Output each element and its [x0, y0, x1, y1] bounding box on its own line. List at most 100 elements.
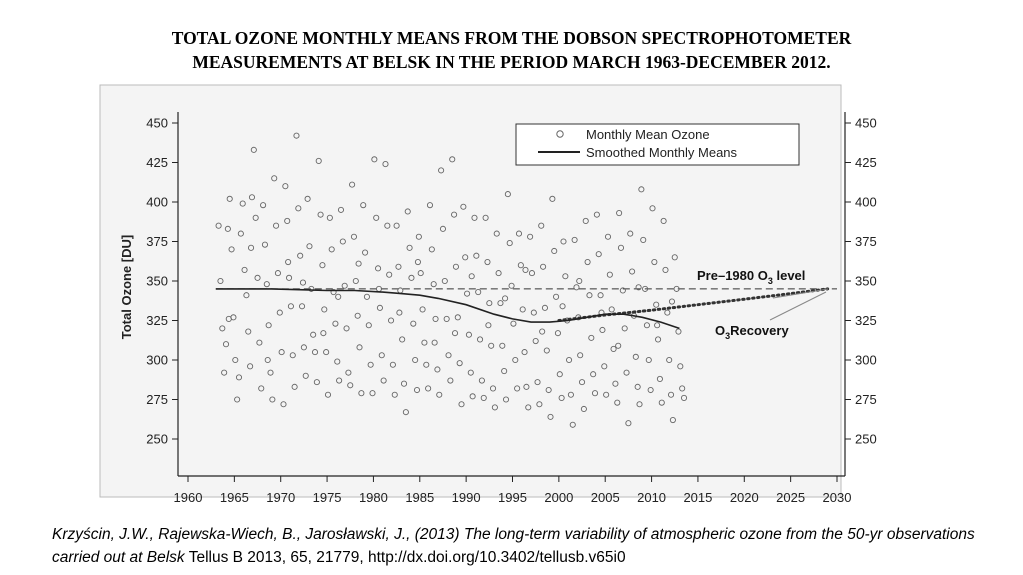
monthly-mean-point: [286, 274, 293, 281]
monthly-mean-point: [497, 300, 504, 307]
monthly-mean-point: [577, 352, 584, 359]
monthly-mean-point: [438, 167, 445, 174]
monthly-mean-point: [423, 361, 430, 368]
monthly-mean-point: [260, 202, 267, 209]
monthly-mean-point: [484, 258, 491, 266]
monthly-mean-point: [245, 328, 252, 335]
monthly-mean-point: [369, 390, 376, 397]
monthly-mean-point: [449, 156, 456, 163]
monthly-mean-point: [482, 214, 489, 221]
monthly-mean-point: [299, 279, 307, 286]
annotation-recovery: O3Recovery: [715, 323, 789, 341]
annotation-pre-1980-pointer: [772, 288, 829, 299]
monthly-mean-point: [539, 328, 546, 335]
monthly-mean-point: [391, 391, 398, 398]
monthly-mean-point: [640, 236, 647, 243]
monthly-mean-point: [399, 336, 406, 343]
monthly-mean-point: [486, 300, 493, 307]
x-tick-label: 1995: [498, 490, 527, 505]
monthly-mean-point: [308, 285, 315, 292]
monthly-mean-point: [656, 375, 663, 383]
monthly-mean-point: [647, 386, 654, 394]
monthly-mean-point: [445, 352, 452, 359]
y-tick-label-right: 325: [855, 313, 877, 328]
monthly-mean-point: [414, 258, 421, 266]
monthly-mean-point: [629, 268, 636, 275]
monthly-mean-point: [274, 270, 281, 277]
monthly-mean-point: [319, 262, 326, 269]
monthly-mean-point: [501, 368, 508, 375]
monthly-mean-point: [373, 214, 380, 221]
citation-authors: Krzyścin, J.W., Rajewska-Wiech, B., Jaro…: [52, 526, 975, 566]
monthly-mean-point: [495, 270, 502, 277]
monthly-mean-point: [679, 385, 686, 392]
monthly-mean-point: [363, 293, 370, 300]
monthly-mean-point: [517, 262, 524, 269]
legend: Monthly Mean Ozone Smoothed Monthly Mean…: [515, 123, 800, 166]
citation: Krzyścin, J.W., Rajewska-Wiech, B., Jaro…: [52, 523, 1012, 569]
monthly-mean-point: [415, 233, 422, 240]
monthly-mean-point: [666, 356, 673, 364]
monthly-mean-point: [530, 309, 537, 316]
monthly-mean-point: [593, 211, 600, 218]
monthly-mean-point: [580, 405, 587, 413]
monthly-mean-point: [419, 306, 426, 313]
monthly-mean-point: [217, 277, 224, 285]
line-series-layer: [215, 287, 830, 330]
monthly-mean-point: [525, 404, 532, 411]
monthly-mean-point: [360, 202, 367, 209]
monthly-mean-point: [654, 322, 661, 329]
monthly-mean-point: [632, 353, 639, 360]
monthly-mean-point: [616, 210, 623, 217]
monthly-mean-point: [402, 409, 409, 416]
monthly-mean-point: [476, 336, 484, 343]
monthly-mean-point: [460, 203, 467, 210]
monthly-mean-point: [462, 254, 469, 261]
monthly-mean-point: [345, 369, 352, 376]
annotation-recovery-part-2: Recovery: [730, 323, 789, 338]
monthly-mean-point: [287, 303, 294, 310]
y-tick-label-right: 300: [855, 353, 877, 368]
y-tick-label-left: 250: [146, 432, 168, 447]
monthly-mean-point: [352, 277, 359, 285]
monthly-mean-point: [643, 322, 650, 329]
annotation-pre-1980-part-2: level: [773, 268, 806, 283]
monthly-mean-point: [562, 273, 569, 280]
monthly-mean-point: [417, 270, 424, 277]
monthly-mean-point: [566, 356, 573, 364]
annotation-pre-1980-level: Pre–1980 O3 level: [697, 268, 805, 286]
monthly-mean-point: [488, 342, 495, 349]
monthly-mean-point: [519, 306, 526, 313]
monthly-mean-point: [547, 413, 554, 420]
monthly-mean-point: [452, 263, 459, 270]
monthly-mean-point: [543, 347, 550, 354]
monthly-mean-point: [247, 363, 254, 370]
monthly-mean-point: [406, 244, 413, 251]
monthly-mean-point: [297, 252, 304, 259]
x-tick-label: 2010: [637, 490, 666, 505]
monthly-mean-point: [387, 317, 395, 324]
monthly-mean-point: [601, 363, 608, 370]
monthly-mean-point: [250, 146, 257, 153]
monthly-mean-point: [473, 252, 480, 259]
y-tick-label-right: 275: [855, 392, 877, 407]
monthly-mean-point: [225, 315, 232, 322]
legend-label-monthly-mean: Monthly Mean Ozone: [586, 127, 710, 142]
x-tick-label: 2005: [591, 490, 620, 505]
monthly-mean-point: [425, 385, 432, 392]
y-tick-label-left: 275: [146, 392, 168, 407]
annotation-recovery-part-1: O: [715, 323, 725, 338]
monthly-mean-point: [428, 246, 435, 253]
monthly-mean-point: [300, 344, 307, 351]
monthly-mean-point: [597, 292, 604, 299]
monthly-mean-point: [408, 274, 415, 281]
monthly-mean-point: [215, 222, 222, 229]
monthly-mean-point: [658, 399, 665, 406]
monthly-mean-point: [468, 273, 475, 280]
monthly-mean-point: [304, 195, 311, 202]
monthly-mean-point: [354, 312, 361, 319]
monthly-mean-point: [451, 211, 458, 218]
monthly-mean-point: [404, 208, 411, 215]
monthly-mean-point: [306, 243, 313, 250]
monthly-mean-point: [311, 349, 319, 356]
